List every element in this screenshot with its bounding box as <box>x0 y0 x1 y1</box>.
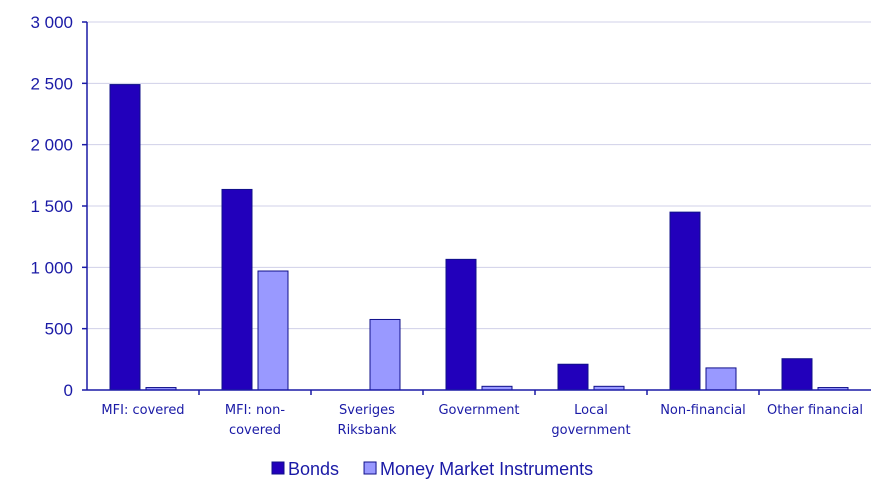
bars <box>109 84 849 391</box>
legend-label: Money Market Instruments <box>380 459 593 479</box>
bar-money-market-instruments <box>369 318 401 391</box>
bar-bonds <box>445 258 477 391</box>
x-category-label-line: MFI: covered <box>101 403 184 418</box>
legend-label: Bonds <box>288 459 339 479</box>
y-tick-label: 2 500 <box>30 74 73 93</box>
y-tick-label: 1 000 <box>30 258 73 277</box>
bar-bonds <box>557 363 589 391</box>
axes <box>82 21 871 395</box>
bar-bonds <box>109 84 141 391</box>
bar-money-market-instruments <box>705 367 737 391</box>
x-category-label: Other financial <box>767 403 863 418</box>
y-tick-label: 1 500 <box>30 197 73 216</box>
y-tick-label: 2 000 <box>30 136 73 155</box>
x-category-label: MFI: covered <box>101 403 184 418</box>
y-tick-label: 0 <box>64 381 73 400</box>
x-axis-category-labels: MFI: covered MFI: non-covered Sveriges Riks… <box>101 403 863 438</box>
x-category-label-line: covered <box>229 423 281 438</box>
x-category-label: Non-financial <box>660 403 746 418</box>
x-category-label-line: MFI: non- <box>225 403 285 418</box>
x-category-label: MFI: non-covered <box>225 403 285 438</box>
y-axis-tick-labels: 0 500 1 000 1 500 2 000 2 500 3 000 <box>30 13 73 400</box>
bar-bonds <box>221 188 253 391</box>
x-category-label-line: Government <box>438 403 519 418</box>
x-category-label: Local government <box>551 403 630 438</box>
legend: Bonds Money Market Instruments <box>271 459 593 479</box>
x-category-label-line: government <box>551 423 630 438</box>
legend-swatch <box>363 461 377 475</box>
bar-bonds <box>669 211 701 391</box>
legend-swatch <box>271 461 285 475</box>
x-category-label-line: Non-financial <box>660 403 746 418</box>
bar-money-market-instruments <box>257 270 289 391</box>
bar-bonds <box>781 358 813 391</box>
gridlines <box>87 21 871 330</box>
x-category-label-line: Local <box>574 403 608 418</box>
x-category-label: Government <box>438 403 519 418</box>
x-category-label-line: Sveriges <box>339 403 395 418</box>
x-category-label-line: Other financial <box>767 403 863 418</box>
y-tick-label: 500 <box>45 320 73 339</box>
y-tick-label: 3 000 <box>30 13 73 32</box>
x-category-label: Sveriges Riksbank <box>338 403 397 438</box>
x-category-label-line: Riksbank <box>338 423 397 438</box>
